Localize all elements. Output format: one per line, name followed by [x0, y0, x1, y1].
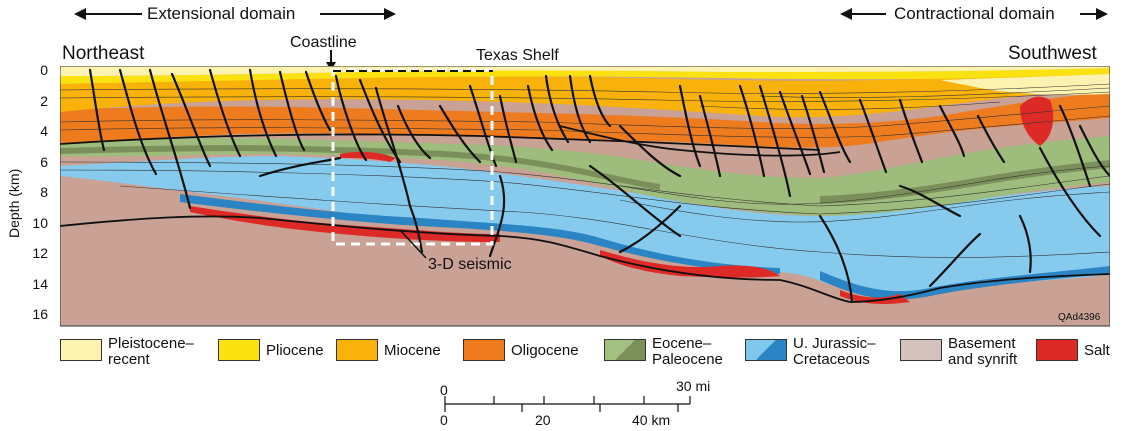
depth-tick: 0 [40, 62, 48, 78]
legend-label: Basement and synrift [948, 335, 1018, 368]
contractional-arrow [840, 8, 1108, 20]
scale-mi-zero: 0 [440, 382, 448, 398]
legend-label: Pleistocene– recent [108, 335, 194, 368]
extensional-domain-label: Extensional domain [147, 4, 296, 23]
legend-label: Miocene [384, 342, 441, 359]
northeast-label: Northeast [62, 43, 145, 64]
legend-swatch [745, 339, 787, 361]
depth-axis-label: Depth (km) [6, 168, 22, 238]
scale-km-20: 20 [535, 412, 551, 428]
legend-swatch [336, 339, 378, 361]
scale-km-40: 40 km [632, 412, 671, 428]
legend-swatch [60, 339, 102, 361]
legend-swatch [900, 339, 942, 361]
seismic-label: 3-D seismic [428, 256, 512, 273]
contractional-domain-label: Contractional domain [894, 4, 1055, 23]
extensional-arrow [74, 8, 396, 20]
legend-label: Eocene– Paleocene [652, 335, 723, 368]
seismic-leader [399, 229, 427, 259]
texas-shelf-label: Texas Shelf [476, 47, 559, 64]
legend-label: Pliocene [266, 342, 324, 359]
legend-swatch [218, 339, 260, 361]
coastline-label: Coastline [290, 34, 357, 51]
scale-bar [444, 396, 691, 412]
depth-tick: 12 [32, 245, 48, 261]
legend-swatch [1036, 339, 1078, 361]
seismic-box-top [333, 70, 493, 72]
depth-tick: 8 [40, 184, 48, 200]
cross-section [60, 66, 1110, 327]
legend-label: U. Jurassic– Cretaceous [793, 335, 876, 368]
scale-km-0: 0 [440, 412, 448, 428]
southwest-label: Southwest [1008, 43, 1097, 64]
figure-id: QAd4396 [1058, 312, 1101, 323]
depth-tick: 16 [32, 306, 48, 322]
legend-label: Oligocene [511, 342, 579, 359]
depth-tick: 2 [40, 92, 48, 109]
depth-tick: 10 [32, 214, 48, 231]
legend-label: Salt [1084, 342, 1110, 359]
depth-tick: 6 [40, 153, 48, 170]
scale-mi-end: 30 mi [676, 378, 711, 394]
legend-swatch [463, 339, 505, 361]
legend-swatch [604, 339, 646, 361]
depth-tick: 14 [32, 275, 48, 292]
depth-tick: 4 [40, 123, 48, 139]
